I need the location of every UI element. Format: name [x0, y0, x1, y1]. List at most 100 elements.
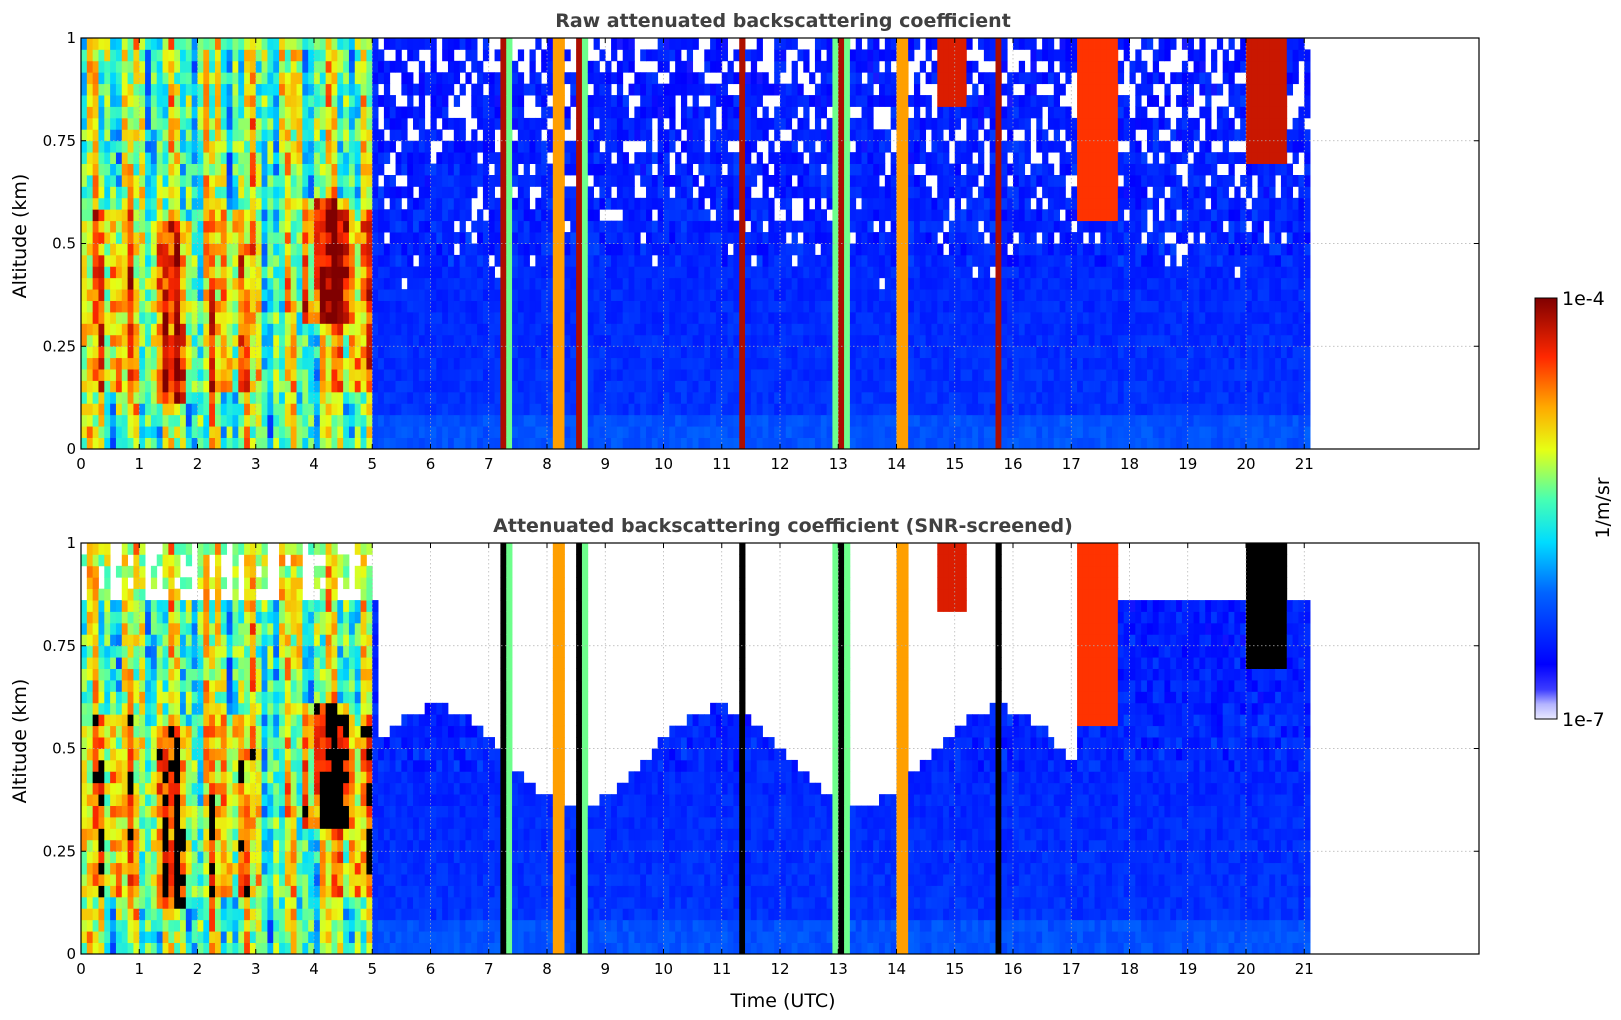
heatmap-cell	[500, 243, 507, 256]
heatmap-cell	[628, 380, 635, 393]
heatmap-cell	[459, 243, 466, 256]
heatmap-cell	[908, 289, 915, 301]
heatmap-cell	[366, 289, 373, 301]
heatmap-cell	[296, 426, 303, 438]
heatmap-cell	[838, 197, 845, 210]
heatmap-cell	[86, 426, 94, 438]
heatmap-cell	[436, 220, 443, 233]
heatmap-cell	[471, 403, 478, 416]
heatmap-cell	[488, 243, 495, 256]
heatmap-cell	[185, 357, 193, 370]
heatmap-cell	[616, 369, 624, 381]
heatmap-cell	[873, 300, 880, 313]
heatmap-cell	[383, 106, 391, 119]
heatmap-cell	[867, 152, 874, 164]
heatmap-cell	[616, 232, 624, 244]
heatmap-cell	[395, 163, 402, 176]
heatmap-cell	[279, 243, 286, 256]
heatmap-cell	[803, 346, 810, 359]
heatmap-cell	[81, 426, 88, 438]
heatmap-cell	[762, 175, 769, 187]
heatmap-cell	[517, 323, 525, 336]
heatmap-cell	[552, 60, 560, 73]
heatmap-cell	[785, 289, 793, 301]
heatmap-cell	[145, 95, 152, 107]
heatmap-cell	[826, 38, 833, 50]
heatmap-cell	[267, 323, 274, 336]
heatmap-cell	[302, 277, 309, 290]
heatmap-cell	[220, 437, 228, 450]
heatmap-cell	[884, 49, 892, 62]
heatmap-cell	[378, 152, 385, 164]
heatmap-cell	[651, 72, 659, 85]
heatmap-cell	[115, 277, 123, 290]
heatmap-cell	[896, 357, 903, 370]
heatmap-cell	[343, 312, 350, 324]
heatmap-cell	[558, 129, 565, 142]
heatmap-cell	[249, 277, 257, 290]
heatmap-cell	[616, 437, 624, 450]
heatmap-cell	[721, 403, 728, 416]
heatmap-cell	[302, 254, 309, 267]
heatmap-cell	[576, 95, 583, 107]
heatmap-cell	[552, 152, 560, 164]
heatmap-cell	[902, 323, 909, 336]
heatmap-cell	[908, 369, 915, 381]
heatmap-cell	[710, 152, 717, 164]
heatmap-cell	[657, 60, 664, 73]
heatmap-cell	[401, 83, 408, 96]
heatmap-cell	[284, 323, 292, 336]
heatmap-cell	[401, 220, 408, 233]
heatmap-cell	[512, 426, 519, 438]
heatmap-cell	[471, 163, 478, 176]
heatmap-cell	[115, 140, 123, 153]
heatmap-cell	[180, 289, 187, 301]
heatmap-cell	[197, 163, 204, 176]
heatmap-cell	[581, 163, 589, 176]
heatmap-cell	[581, 266, 589, 279]
heatmap-cell	[115, 300, 123, 313]
heatmap-cell	[564, 426, 571, 438]
heatmap-cell	[750, 414, 758, 427]
heatmap-cell	[727, 209, 734, 222]
heatmap-cell	[92, 346, 99, 359]
heatmap-cell	[488, 391, 495, 404]
heatmap-cell	[273, 163, 280, 176]
heatmap-cell	[494, 175, 501, 187]
heatmap-cell	[768, 403, 775, 416]
heatmap-cell	[692, 72, 699, 85]
heatmap-cell	[191, 300, 198, 313]
heatmap-cell	[92, 403, 99, 416]
heatmap-cell	[605, 243, 612, 256]
heatmap-cell	[710, 323, 717, 336]
heatmap-cell	[867, 209, 874, 222]
heatmap-cell	[343, 72, 350, 85]
heatmap-cell	[576, 106, 583, 119]
heatmap-cell	[314, 38, 321, 50]
heatmap-cell	[197, 117, 204, 130]
heatmap-cell	[156, 152, 163, 164]
heatmap-cell	[279, 346, 286, 359]
heatmap-cell	[372, 277, 379, 290]
heatmap-cell	[174, 140, 181, 153]
heatmap-cell	[669, 414, 676, 427]
heatmap-cell	[331, 391, 338, 404]
heatmap-cell	[180, 140, 187, 153]
heatmap-cell	[372, 266, 379, 279]
heatmap-cell	[669, 346, 676, 359]
heatmap-cell	[348, 140, 356, 153]
heatmap-cell	[803, 129, 810, 142]
heatmap-cell	[104, 49, 111, 62]
heatmap-cell	[593, 209, 600, 222]
heatmap-cell	[261, 209, 268, 222]
heatmap-cell	[552, 391, 560, 404]
heatmap-cell	[430, 334, 437, 347]
heatmap-cell	[81, 220, 88, 233]
heatmap-cell	[512, 220, 519, 233]
heatmap-cell	[354, 163, 361, 176]
heatmap-cell	[698, 277, 705, 290]
heatmap-cell	[791, 300, 798, 313]
heatmap-cell	[721, 106, 728, 119]
heatmap-cell	[203, 140, 210, 153]
heatmap-cell	[81, 346, 88, 359]
